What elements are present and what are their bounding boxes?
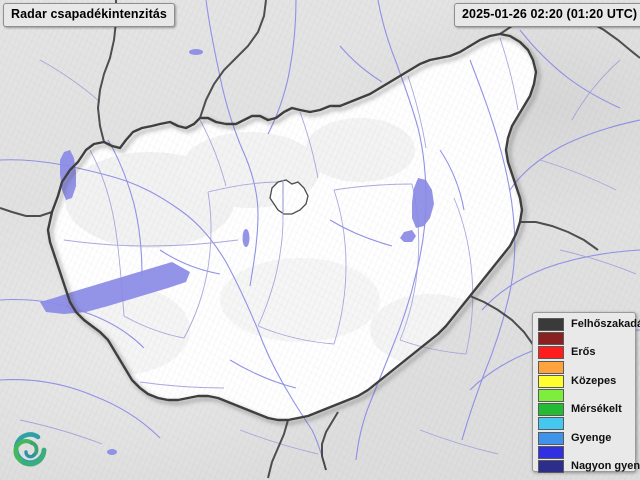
- legend-row: Gyenge: [538, 431, 611, 446]
- lake-small-3: [107, 449, 117, 455]
- legend-row: Felhőszakadás: [538, 317, 640, 332]
- legend-color-swatch: [538, 460, 564, 473]
- legend-color-swatch: [538, 346, 564, 360]
- legend-color-swatch: [538, 360, 564, 374]
- legend-row: Közepes: [538, 374, 616, 389]
- intensity-legend: Felhőszakadás Erős Közepes Mérsékelt Gyenge N…: [532, 312, 640, 473]
- legend-row: [538, 388, 564, 403]
- legend-label: Mérsékelt: [571, 403, 622, 416]
- legend-color-swatch: [538, 445, 564, 459]
- legend-row: [538, 331, 564, 346]
- legend-color-swatch: [538, 332, 564, 346]
- legend-row: Erős: [538, 345, 595, 360]
- country-border: [46, 32, 538, 422]
- legend-row: [538, 360, 564, 375]
- lake-balaton: [40, 262, 190, 314]
- legend-row: Nagyon gyenge: [538, 459, 640, 474]
- lake-small-1: [242, 229, 250, 247]
- legend-label: Közepes: [571, 374, 617, 387]
- legend-row-list: Felhőszakadás Erős Közepes Mérsékelt Gyenge N…: [533, 313, 640, 473]
- legend-row: [538, 416, 564, 431]
- legend-label: Gyenge: [571, 431, 612, 444]
- legend-label: Erős: [571, 346, 596, 359]
- lake-small-2: [189, 49, 203, 55]
- lake-tisza: [412, 178, 434, 228]
- lake-tisza-south: [400, 230, 416, 242]
- hungaromet-spiral-logo: [13, 432, 47, 467]
- legend-color-swatch: [538, 389, 564, 402]
- timestamp-label: 2025-01-26 02:20 (01:20 UTC): [454, 3, 640, 27]
- legend-row: Mérsékelt: [538, 402, 622, 417]
- legend-color-swatch: [538, 417, 564, 431]
- legend-label: Nagyon gyenge: [571, 460, 640, 472]
- radar-title-label: Radar csapadékintenzitás: [3, 3, 175, 27]
- legend-color-swatch: [538, 318, 564, 331]
- legend-row: [538, 445, 564, 460]
- city-budapest: [269, 179, 309, 215]
- legend-color-swatch: [538, 374, 564, 388]
- country-interior: [48, 34, 536, 420]
- legend-color-swatch: [538, 431, 564, 445]
- legend-label: Felhőszakadás: [571, 318, 640, 330]
- legend-color-swatch: [538, 403, 564, 417]
